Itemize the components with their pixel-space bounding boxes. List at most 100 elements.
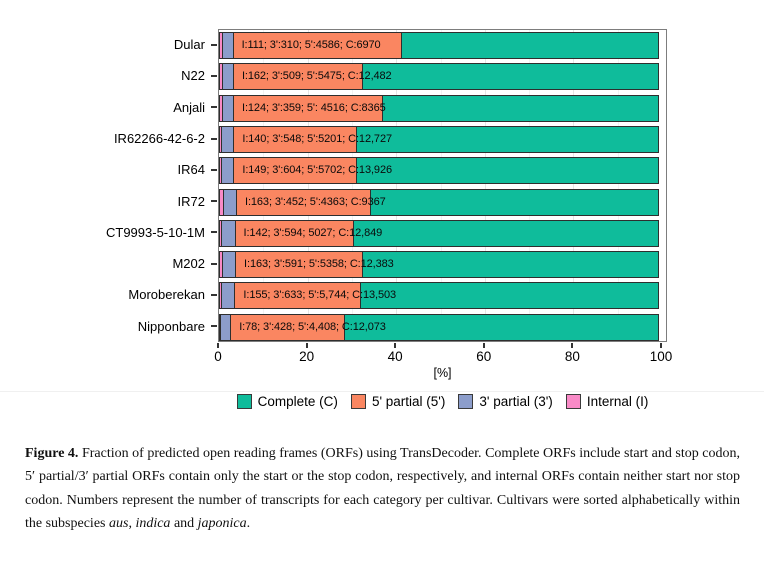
x-axis-tick-label: 80: [564, 349, 580, 364]
bar-segment: [369, 188, 659, 216]
caption-text-run: aus: [108, 515, 129, 531]
bar-segment: [344, 313, 659, 341]
gridline: [396, 30, 398, 341]
caption-text-run: japonica: [197, 515, 247, 531]
bar-value-label: I:163; 3':591; 5':5358; C:12,383: [244, 258, 394, 271]
y-axis-label: IR72: [177, 193, 205, 209]
bar-segment: [233, 157, 358, 185]
bar-row: I:149; 3':604; 5':5702; C:13,926: [219, 157, 662, 185]
bar-row: I:124; 3':359; 5': 4516; C:8365: [219, 94, 662, 122]
plot-panel: I:111; 3':310; 5':4586; C:6970 I:162; 3':…: [218, 29, 667, 342]
bar-segment: [221, 219, 236, 247]
y-axis-tick: [211, 294, 217, 297]
bar-segment: [360, 282, 659, 310]
bar-row: I:140; 3':548; 5':5201; C:12,727: [219, 125, 662, 153]
bar-segment: [362, 251, 659, 279]
legend-item: 3' partial (3'): [458, 394, 553, 409]
legend-label: Complete (C): [257, 394, 338, 409]
bar-segment: [230, 313, 346, 341]
caption-text-run: indica: [135, 515, 171, 531]
caption-text-run: .: [246, 515, 251, 531]
bar-row: I:111; 3':310; 5':4586; C:6970: [219, 32, 662, 59]
bar-value-label: I:111; 3':310; 5':4586; C:6970: [241, 39, 381, 51]
separator-line: [0, 391, 764, 392]
legend-item: 5' partial (5'): [350, 394, 446, 409]
bar-row: I:163; 3':591; 5':5358; C:12,383: [219, 251, 662, 279]
bar-row: I:162; 3':509; 5':5475; C:12,482: [219, 63, 662, 91]
bar-segment: [233, 125, 358, 153]
x-axis-tick: [482, 343, 485, 348]
gridline: [529, 30, 531, 341]
figure-caption: Figure 4. Fraction of predicted open rea…: [25, 442, 740, 535]
legend-swatch-icon: [565, 394, 581, 409]
x-axis-tick-label: 60: [476, 349, 492, 364]
bar-segment: [221, 282, 236, 310]
x-axis-tick: [394, 343, 397, 348]
bar-segment: [356, 125, 659, 153]
bar-value-label: I:162; 3':509; 5':5475; C:12,482: [241, 70, 392, 83]
bar-row: I:78; 3':428; 5':4,408; C:12,073: [219, 313, 662, 341]
bar-segment: [401, 32, 659, 59]
gridline: [484, 30, 486, 341]
gridline: [351, 30, 353, 341]
y-axis-tick: [211, 43, 217, 46]
y-axis-label: IR62266-42-6-2: [113, 130, 205, 146]
x-axis-tick-label: 0: [214, 349, 222, 364]
x-axis-tick: [571, 343, 574, 348]
y-axis-tick: [211, 106, 217, 109]
caption-text-run: Fraction of predicted open reading frame…: [25, 446, 740, 531]
bar-segment: [232, 32, 403, 59]
x-axis-tick-label: 20: [299, 349, 315, 364]
bar-segment: [381, 94, 659, 122]
legend-label: Internal (I): [586, 394, 649, 409]
bar-value-label: I:155; 3':633; 5':5,744; C:13,503: [243, 289, 396, 302]
caption-text-run: and: [170, 515, 198, 531]
bar-segment: [221, 251, 237, 279]
y-axis-label: Anjali: [173, 99, 205, 115]
y-axis-tick: [211, 137, 217, 140]
bar-value-label: I:140; 3':548; 5':5201; C:12,727: [242, 132, 392, 145]
caption-text-run: ,: [128, 515, 136, 531]
x-axis-tick-label: 100: [649, 349, 673, 364]
y-axis-tick: [211, 200, 217, 203]
bar-segment: [233, 94, 383, 122]
legend-label: 3' partial (3'): [479, 394, 553, 409]
x-axis-tick: [217, 343, 219, 348]
y-axis-tick: [211, 74, 217, 77]
y-axis-label: Moroberekan: [128, 287, 205, 303]
bar-value-label: I:78; 3':428; 5':4,408; C:12,073: [239, 320, 386, 333]
legend-item: Internal (I): [565, 394, 649, 409]
legend-label: 5' partial (5'): [371, 394, 446, 409]
y-axis-tick: [211, 262, 217, 265]
bar-row: I:142; 3':594; 5027; C:12,849: [219, 219, 662, 247]
legend-item: Complete (C): [236, 394, 338, 409]
bar-value-label: I:163; 3':452; 5':4363; C:9367: [244, 195, 386, 208]
x-axis-title: [%]: [433, 366, 452, 380]
x-axis-tick: [305, 343, 308, 348]
bar-segment: [353, 219, 659, 247]
bar-segment: [235, 188, 371, 216]
bar-segment: [234, 282, 362, 310]
y-axis-label: N22: [181, 68, 205, 84]
x-axis-tick: [660, 343, 662, 348]
bar-row: I:163; 3':452; 5':4363; C:9367: [219, 188, 662, 216]
bar-value-label: I:149; 3':604; 5':5702; C:13,926: [242, 164, 392, 177]
legend-swatch-icon: [236, 394, 252, 409]
gridline: [440, 30, 442, 341]
bar-row: I:155; 3':633; 5':5,744; C:13,503: [219, 282, 662, 310]
legend-swatch-icon: [458, 394, 474, 409]
y-axis-tick: [211, 168, 217, 171]
gridline: [617, 30, 619, 341]
y-axis-tick: [211, 325, 217, 328]
bar-segment: [223, 188, 237, 216]
bar-segment: [356, 157, 659, 185]
y-axis-label: Dular: [173, 37, 205, 52]
bar-segment: [362, 63, 659, 91]
bar-value-label: I:142; 3':594; 5027; C:12,849: [243, 226, 383, 239]
x-axis-tick-label: 40: [387, 349, 403, 364]
orf-stacked-bar-chart: Dular N22 Anjali IR62266-42-6-2 IR64 IR72 CT99…: [0, 29, 764, 409]
caption-text-run: Figure 4.: [25, 446, 79, 461]
gridline: [573, 30, 575, 341]
bar-segment: [235, 251, 364, 279]
gridline: [263, 30, 265, 341]
